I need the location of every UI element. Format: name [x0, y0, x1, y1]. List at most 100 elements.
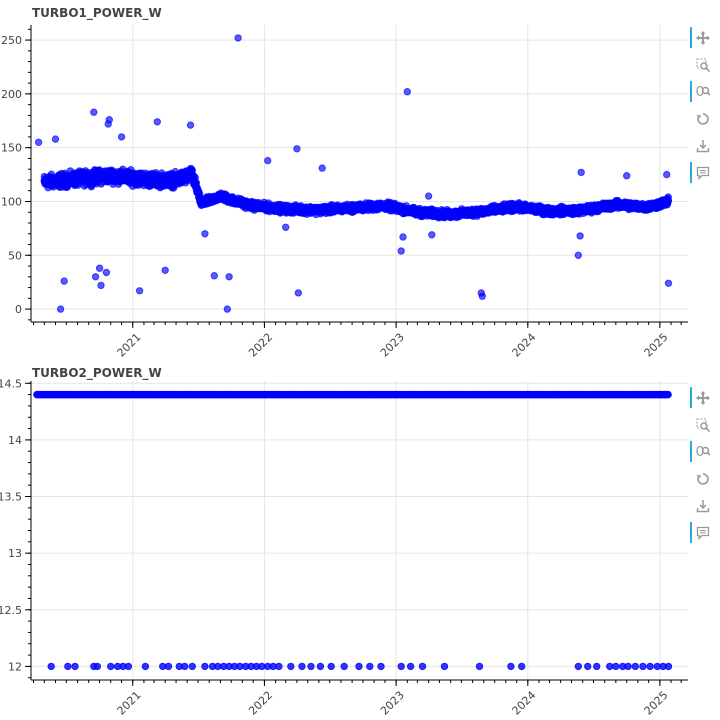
reset-tool-button[interactable]: [690, 105, 716, 132]
data-point: [584, 662, 592, 671]
data-point: [639, 662, 647, 671]
data-point: [355, 662, 363, 671]
hover-tool-button[interactable]: [690, 519, 716, 546]
data-point: [663, 170, 671, 179]
data-point: [340, 662, 348, 671]
data-point: [51, 135, 60, 143]
data-point: [631, 662, 639, 671]
save-tool-button[interactable]: [690, 492, 716, 519]
reset-tool-button[interactable]: [690, 465, 716, 492]
data-point: [646, 662, 654, 671]
chart-title: TURBO1_POWER_W: [32, 6, 162, 20]
data-point: [475, 662, 484, 671]
data-point: [664, 279, 673, 287]
data-point: [141, 662, 150, 671]
data-point: [403, 88, 411, 96]
data-point: [478, 292, 486, 300]
chart-toolbar: [690, 384, 716, 546]
x-tick-label: 2021: [115, 331, 144, 360]
data-point: [64, 662, 72, 671]
data-point: [428, 231, 436, 239]
y-tick-label: 12: [8, 660, 22, 673]
data-point: [397, 247, 405, 255]
data-point: [593, 662, 601, 671]
data-point: [282, 223, 290, 232]
data-point: [161, 266, 169, 274]
pan-tool-button[interactable]: [690, 24, 716, 51]
data-point: [577, 168, 585, 177]
data-point: [307, 662, 315, 671]
data-point: [34, 138, 43, 147]
wheel-zoom-tool-button[interactable]: [690, 438, 716, 465]
data-point: [93, 662, 102, 671]
data-point: [124, 662, 133, 671]
data-point: [102, 268, 111, 277]
box-zoom-tool-button[interactable]: [690, 411, 716, 438]
data-point: [574, 662, 582, 671]
wheel-zoom-tool-button[interactable]: [690, 78, 716, 105]
y-tick-label: 150: [1, 142, 22, 155]
pan-tool-button[interactable]: [690, 384, 716, 411]
data-point: [264, 156, 272, 165]
data-point: [664, 662, 673, 671]
data-points: [33, 390, 673, 671]
x-tick-label: 2024: [510, 689, 539, 718]
data-point: [606, 662, 614, 671]
x-tick-label: 2023: [378, 689, 407, 718]
data-point: [294, 289, 302, 297]
data-point: [60, 277, 68, 285]
data-point: [406, 662, 415, 671]
wheel-zoom-icon: [696, 445, 710, 456]
y-tick-label: 50: [8, 249, 22, 262]
data-point: [518, 662, 526, 671]
data-point: [90, 108, 98, 116]
y-tick-label: 14.5: [0, 377, 22, 390]
data-point: [210, 272, 219, 280]
y-tick-label: 200: [1, 88, 22, 101]
data-point: [318, 164, 326, 172]
y-tick-label: 100: [1, 195, 22, 208]
data-point: [327, 662, 335, 671]
data-point: [316, 662, 325, 671]
save-icon: [696, 139, 710, 152]
data-point: [153, 118, 162, 126]
plot-turbo1[interactable]: 0 50 100 150 200 250 2021 2022 2023 2024 2025: [0, 0, 690, 360]
data-point: [624, 662, 632, 671]
data-point: [440, 662, 449, 671]
data-point: [397, 662, 405, 671]
x-tick-label: 2023: [378, 331, 407, 360]
y-tick-label: 14: [8, 434, 22, 447]
data-point: [188, 662, 197, 671]
x-tick-label: 2022: [246, 689, 275, 718]
grid-lines: [31, 381, 688, 680]
hover-icon: [696, 166, 710, 180]
box-zoom-icon: [696, 58, 710, 72]
y-tick-label: 12.5: [0, 604, 22, 617]
reset-icon: [696, 112, 709, 125]
data-point: [71, 662, 79, 671]
save-tool-button[interactable]: [690, 132, 716, 159]
data-point: [97, 281, 105, 290]
data-point: [507, 662, 515, 671]
data-point: [366, 662, 374, 671]
data-point: [201, 662, 209, 671]
chart-panel-turbo2: TURBO2_POWER_W 12 12.5 13 13.5 14 14.5 2021 202…: [0, 360, 720, 720]
x-tick-label: 2024: [510, 331, 539, 360]
plot-turbo2[interactable]: 12 12.5 13 13.5 14 14.5 2021 2022 2023 2024 2025: [0, 360, 690, 720]
pan-icon: [696, 30, 710, 45]
data-point: [56, 305, 65, 313]
data-point: [201, 230, 209, 238]
data-point: [223, 305, 232, 313]
wheel-zoom-icon: [696, 85, 710, 96]
data-point: [95, 264, 104, 272]
data-point: [164, 662, 173, 671]
y-tick-label: 0: [15, 303, 22, 316]
data-point: [117, 133, 126, 141]
pan-icon: [696, 390, 710, 405]
hover-tool-button[interactable]: [690, 159, 716, 186]
data-point: [664, 390, 672, 399]
data-point: [424, 192, 433, 200]
hover-icon: [696, 526, 710, 540]
data-point: [225, 273, 233, 281]
box-zoom-tool-button[interactable]: [690, 51, 716, 78]
